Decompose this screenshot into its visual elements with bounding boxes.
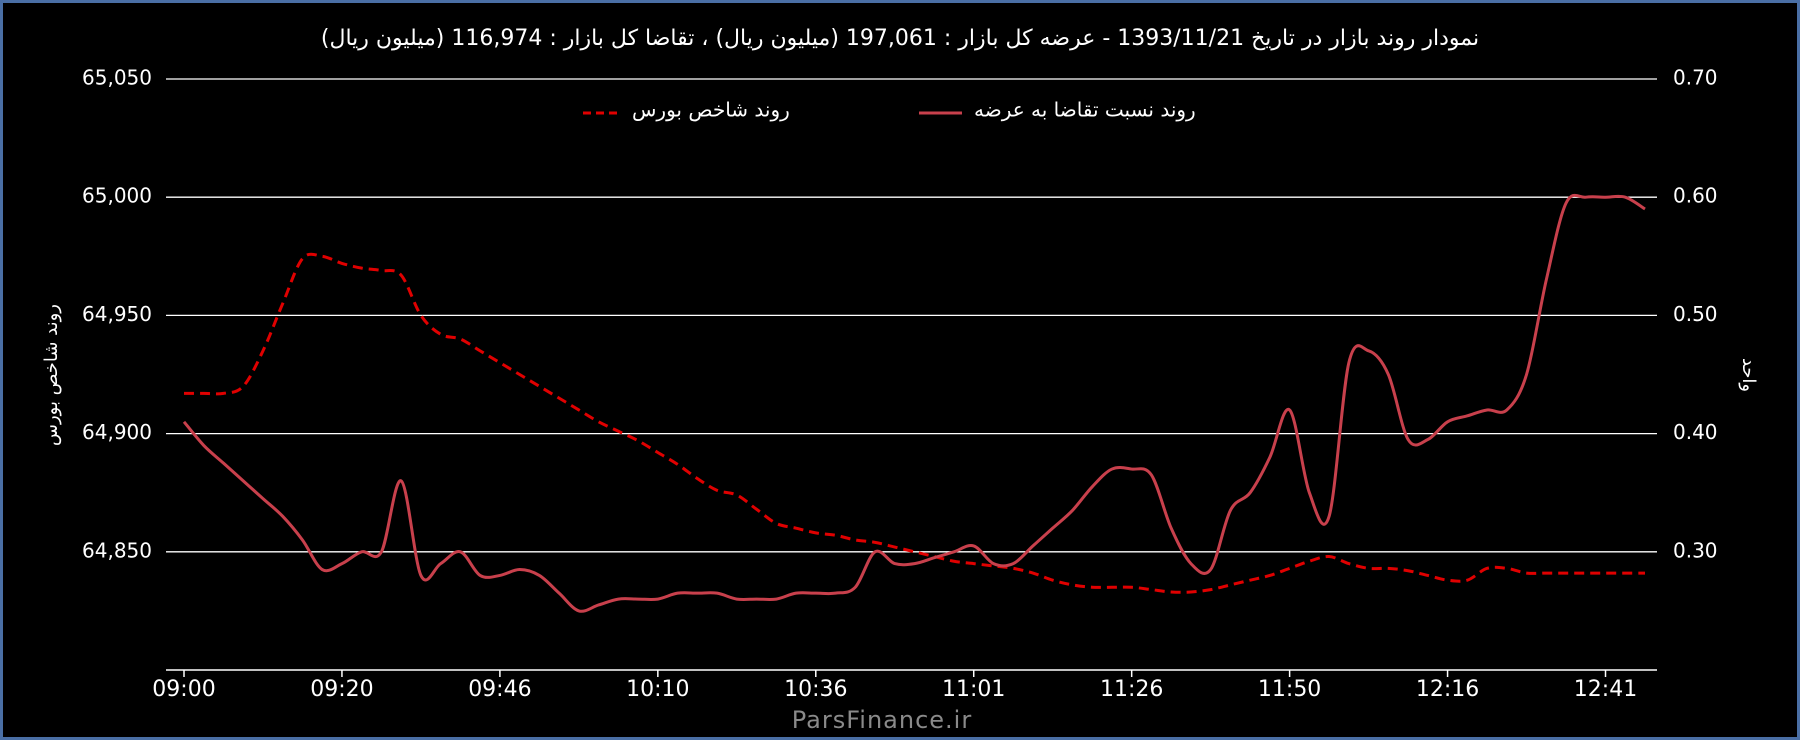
y2-tick-label: 0.60 — [1673, 184, 1718, 208]
y2-tick-label: 0.70 — [1673, 66, 1718, 90]
y2-tick-label: 0.50 — [1673, 302, 1718, 326]
x-tick-label: 10:10 — [626, 677, 689, 702]
legend-label: روند نسبت تقاضا به عرضه — [974, 98, 1196, 122]
y2-tick-label: 0.30 — [1673, 538, 1718, 562]
series-line — [182, 193, 1646, 613]
legend-label: روند شاخص بورس — [632, 98, 790, 122]
x-tick-label: 11:01 — [942, 677, 1005, 702]
y-tick-label: 65,000 — [82, 184, 152, 208]
chart-title: نمودار روند بازار در تاریخ 1393/11/21 - … — [321, 26, 1479, 51]
y2-tick-label: 0.40 — [1673, 420, 1718, 444]
y-tick-label: 64,950 — [82, 302, 152, 326]
series-line — [184, 252, 1645, 594]
y-tick-label: 64,900 — [82, 420, 152, 444]
y2-axis-label: واحد — [1738, 358, 1759, 392]
x-tick-label: 09:20 — [310, 677, 373, 702]
y-tick-label: 64,850 — [82, 538, 152, 562]
x-tick-label: 11:26 — [1100, 677, 1163, 702]
x-tick-label: 10:36 — [784, 677, 847, 702]
y-axis-label: روند شاخص بورس — [41, 304, 62, 446]
x-tick-label: 11:50 — [1258, 677, 1321, 702]
x-tick-label: 09:00 — [152, 677, 215, 702]
x-tick-label: 09:46 — [468, 677, 531, 702]
x-tick-label: 12:16 — [1416, 677, 1479, 702]
x-tick-label: 12:41 — [1574, 677, 1637, 702]
y-tick-label: 65,050 — [82, 66, 152, 90]
watermark: ParsFinance.ir — [792, 706, 972, 734]
